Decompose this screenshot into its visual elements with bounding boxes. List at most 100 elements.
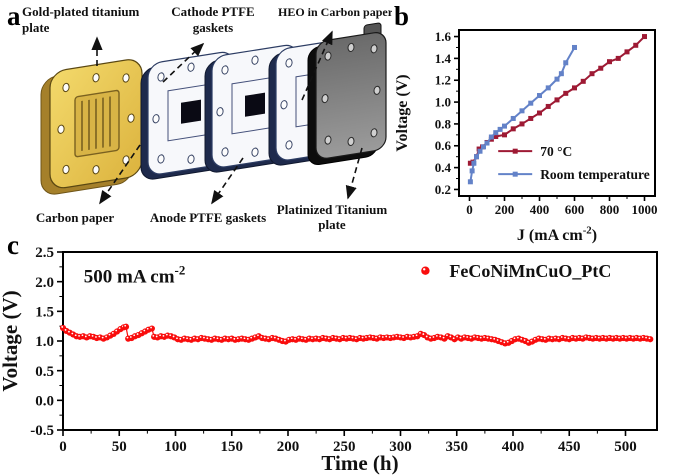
stability-marker-glint — [95, 336, 97, 338]
stability-marker — [647, 336, 654, 343]
stability-marker-glint — [186, 337, 188, 340]
platinized-titanium-plate — [307, 22, 387, 166]
stability-marker-glint — [140, 331, 142, 334]
stability-marker-glint — [574, 336, 577, 339]
stability-marker-glint — [608, 336, 610, 338]
stability-marker-glint — [557, 337, 560, 340]
stability-marker-glint — [422, 333, 425, 335]
polarization-ytick-label: 0.4 — [435, 160, 452, 175]
polarization-marker — [607, 59, 612, 65]
stability-marker-glint — [371, 336, 374, 338]
stability-marker-glint — [631, 336, 634, 339]
stability-marker-glint — [493, 337, 496, 340]
stability-ytick-label: 1.5 — [35, 304, 54, 320]
polarization-series-markers — [467, 44, 577, 185]
polarization-marker — [528, 115, 534, 121]
polarization-ytick-label: 0.8 — [435, 116, 452, 131]
stability-marker-glint — [133, 334, 136, 337]
polarization-marker — [558, 71, 564, 77]
stability-marker-glint — [435, 334, 438, 337]
stability-xlabel: Time (h) — [321, 451, 398, 475]
stability-marker-glint — [143, 329, 146, 332]
stability-marker-glint — [537, 336, 539, 339]
stability-marker-glint — [172, 335, 175, 338]
polarization-marker — [545, 103, 551, 109]
stability-marker-glint — [111, 331, 114, 334]
stability-marker — [122, 323, 130, 330]
label-platinized-plate-line1: Platinized Titanium — [277, 202, 388, 217]
stability-marker-glint — [601, 336, 604, 338]
stability-marker-glint — [405, 334, 408, 337]
stability-marker-glint — [91, 334, 94, 337]
polarization-xlabel: J (mA cm-2) — [517, 224, 597, 244]
stability-marker-glint — [425, 335, 428, 338]
stability-marker-glint — [483, 336, 485, 338]
polarization-marker — [624, 49, 630, 55]
polarization-marker — [469, 168, 475, 174]
polarization-xtick-label: 200 — [495, 202, 515, 217]
stability-marker-glint — [348, 336, 350, 338]
stability-marker-glint — [74, 334, 77, 337]
stability-marker-glint — [354, 337, 357, 340]
stability-marker-glint — [523, 339, 526, 341]
stability-marker-glint — [358, 336, 361, 338]
polarization-xtick-label: 0 — [466, 202, 473, 217]
polarization-marker — [481, 144, 486, 150]
stability-xtick-label: 300 — [389, 439, 412, 455]
stability-marker-glint — [378, 335, 381, 338]
stability-marker-glint — [398, 335, 401, 338]
polarization-marker — [572, 44, 577, 50]
stability-marker-glint — [233, 337, 236, 340]
stability-marker-glint — [203, 336, 205, 339]
stability-marker-glint — [446, 334, 448, 337]
stability-ytick-label: 2.5 — [35, 245, 54, 261]
stability-marker-glint — [361, 336, 364, 339]
stability-ylabel: Voltage (V) — [0, 290, 22, 391]
stability-marker-glint — [530, 339, 533, 342]
polarization-ytick-label: 1.0 — [435, 94, 451, 109]
stability-marker-glint — [101, 336, 104, 339]
polarization-marker — [598, 65, 604, 71]
polarization-xtick-label: 600 — [565, 202, 585, 217]
stability-marker-glint — [638, 336, 641, 339]
stability-marker-glint — [594, 336, 597, 338]
polarization-marker — [554, 76, 560, 82]
stability-marker-glint — [635, 336, 637, 338]
stability-marker-glint — [489, 337, 492, 340]
stability-marker-glint — [456, 335, 458, 338]
polarization-marker — [502, 132, 507, 138]
stability-legend-marker — [421, 266, 430, 275]
stability-marker-glint — [338, 337, 340, 340]
polarization-ytick-label: 1.2 — [435, 73, 451, 88]
stability-marker-glint — [314, 336, 317, 339]
stability-marker-glint — [584, 335, 587, 338]
stability-marker-glint — [213, 336, 215, 339]
stability-marker-glint — [591, 336, 593, 339]
polarization-ylabel: Voltage (V) — [394, 74, 411, 151]
stability-chart: 0 50 100 150 200 250 300 350 400 450 500 -0.5 0.0 0.5… — [0, 245, 658, 475]
stability-xtick-label: 400 — [502, 439, 525, 455]
stability-xtick-label: 150 — [221, 439, 244, 455]
stability-marker-glint — [273, 336, 276, 339]
polarization-marker — [484, 140, 490, 146]
stability-marker-glint — [246, 337, 249, 340]
stability-marker — [148, 325, 155, 332]
stability-marker-glint — [496, 339, 499, 341]
stability-marker-glint — [304, 337, 307, 340]
stability-marker-glint — [105, 335, 107, 338]
polarization-marker — [467, 179, 473, 185]
stability-marker-glint — [294, 337, 296, 340]
polarization-ytick-label: 1.4 — [435, 51, 452, 66]
stability-marker-glint — [365, 336, 367, 338]
stability-marker-glint — [98, 335, 101, 338]
stability-ytick-label: -0.5 — [30, 423, 54, 439]
stability-marker-glint — [466, 336, 469, 338]
polarization-marker — [537, 93, 542, 99]
stability-marker-glint — [152, 334, 155, 337]
stability-marker-glint — [263, 336, 266, 339]
arrow-anode-gaskets — [211, 157, 244, 205]
stability-marker-glint — [412, 334, 415, 337]
stability-marker-glint — [645, 336, 647, 339]
stability-marker-glint — [189, 337, 192, 340]
polarization-marker — [642, 34, 647, 40]
